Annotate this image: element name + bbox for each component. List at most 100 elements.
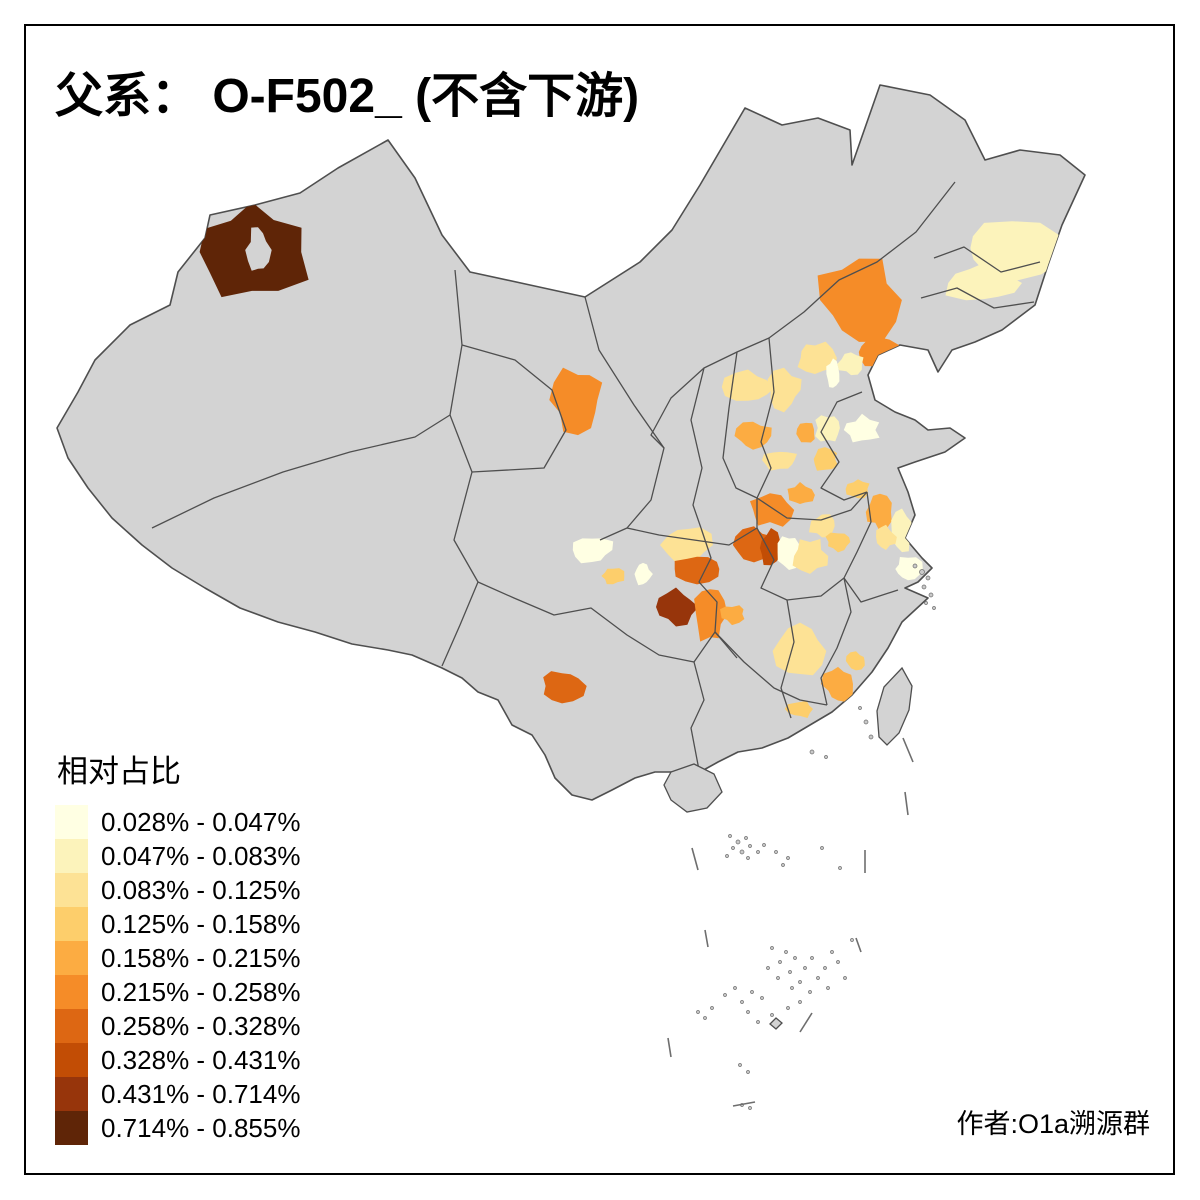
sea-islet-dot	[750, 990, 754, 994]
sea-islet-dot	[798, 980, 802, 984]
province-border-line	[820, 577, 852, 706]
legend-swatch	[55, 839, 88, 873]
province-border-line	[461, 344, 567, 473]
legend-range-label: 0.258% - 0.328%	[101, 1010, 301, 1041]
maritime-dash	[902, 737, 914, 763]
legend-swatch	[55, 941, 88, 975]
province-border-line	[756, 491, 868, 521]
sea-islet-dot	[820, 846, 824, 850]
province-border-line	[714, 631, 828, 706]
maritime-dash	[732, 1101, 756, 1107]
sea-islet-dot	[863, 719, 869, 725]
maritime-dash-lines	[667, 737, 914, 1107]
sea-islet-dot	[924, 601, 928, 605]
region-r32	[720, 605, 745, 626]
sea-islet-dot	[760, 996, 764, 1000]
legend-swatch	[55, 1111, 88, 1145]
legend-swatch	[55, 907, 88, 941]
legend-swatch	[55, 1009, 88, 1043]
sea-islet-dot	[824, 755, 828, 759]
legend-title: 相对占比	[57, 754, 181, 789]
region-r22	[759, 528, 781, 566]
province-border-line	[626, 498, 758, 546]
legend-item-10: 0.714% - 0.855%	[55, 1111, 300, 1145]
sea-islet-dot	[728, 834, 732, 838]
region-r4	[817, 258, 902, 342]
legend-range-label: 0.125% - 0.158%	[101, 908, 301, 939]
region-r27	[634, 562, 653, 586]
sea-islet-dot	[808, 990, 812, 994]
sea-islet-dot	[756, 850, 760, 854]
region-r3	[945, 262, 1022, 301]
legend-item-4: 0.125% - 0.158%	[55, 907, 300, 941]
sea-islet-dot	[932, 606, 936, 610]
legend-rows: 0.028% - 0.047% 0.047% - 0.083% 0.083% - 0…	[55, 805, 300, 1145]
sea-islet-dot	[836, 960, 840, 964]
region-r31	[694, 589, 728, 642]
sea-islet-dot	[790, 986, 794, 990]
sea-islet-dot	[816, 976, 820, 980]
maritime-dash	[691, 847, 699, 871]
legend-item-7: 0.258% - 0.328%	[55, 1009, 300, 1043]
sea-islet-dot	[786, 1006, 790, 1010]
region-r15	[796, 422, 815, 443]
region-r25	[572, 538, 614, 564]
legend-swatch	[55, 873, 88, 907]
region-r10	[767, 367, 802, 413]
region-r26	[601, 568, 625, 585]
legend-item-6: 0.215% - 0.258%	[55, 975, 300, 1009]
sea-islet-dot	[733, 986, 737, 990]
region-r42	[895, 557, 923, 581]
legend-range-label: 0.328% - 0.431%	[101, 1044, 301, 1075]
sea-islet-dot	[748, 844, 752, 848]
sea-islet-dot	[776, 976, 780, 980]
mainland-shape	[56, 84, 1086, 801]
sea-islet-dot	[770, 946, 774, 950]
maritime-dash	[904, 791, 909, 816]
sea-islet-dot	[746, 1070, 750, 1074]
region-r13	[734, 421, 772, 450]
sea-islet-dot	[739, 849, 745, 855]
province-border-line	[477, 581, 716, 663]
maritime-dash	[704, 929, 709, 948]
legend-item-2: 0.047% - 0.083%	[55, 839, 300, 873]
sea-islet-dot	[781, 863, 785, 867]
region-r37	[543, 671, 587, 704]
legend-item-1: 0.028% - 0.047%	[55, 805, 300, 839]
province-border-line	[722, 351, 758, 499]
region-r41	[876, 524, 897, 550]
sea-islet-dot	[756, 1020, 760, 1024]
sea-islet-dot	[703, 1016, 707, 1020]
region-r40	[891, 508, 913, 553]
sea-islet-dot	[735, 839, 741, 845]
sea-islet-dot	[919, 569, 925, 575]
sea-islet-dot	[843, 976, 847, 980]
region-r34	[820, 666, 853, 703]
maritime-dash	[855, 937, 862, 953]
sea-islet-dot	[746, 856, 750, 860]
province-border-line	[780, 599, 795, 719]
province-border-line	[933, 246, 1041, 273]
sea-islet-dot	[830, 950, 834, 954]
sea-islet-dot	[746, 1010, 750, 1014]
legend-item-5: 0.158% - 0.215%	[55, 941, 300, 975]
province-border-line	[920, 287, 1035, 309]
province-border-line	[820, 391, 868, 501]
island-shape-2	[663, 763, 723, 813]
region-r43	[825, 532, 851, 553]
legend-range-label: 0.431% - 0.714%	[101, 1078, 301, 1109]
sea-islet-dot	[766, 966, 770, 970]
legend-swatch	[55, 975, 88, 1009]
maritime-dash	[799, 1012, 813, 1033]
sea-islet-dot	[798, 1000, 802, 1004]
legend-item-3: 0.083% - 0.125%	[55, 873, 300, 907]
sea-islet-dot	[774, 850, 778, 854]
legend-range-label: 0.028% - 0.047%	[101, 806, 301, 837]
sea-islet-dot	[912, 563, 918, 569]
sea-islet-dot	[770, 1013, 774, 1017]
legend: 相对占比 0.028% - 0.047% 0.047% - 0.083% 0.083…	[55, 746, 300, 1145]
region-r12	[815, 415, 840, 442]
province-border-line	[151, 269, 463, 529]
region-r8	[837, 352, 864, 376]
